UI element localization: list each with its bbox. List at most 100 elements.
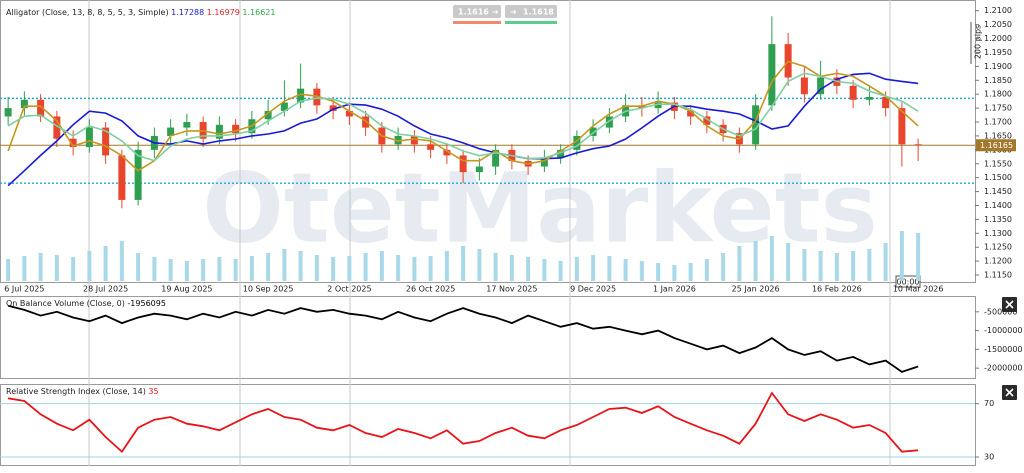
candle-body — [427, 144, 435, 150]
candle-body — [297, 88, 305, 103]
candle-body — [362, 116, 370, 128]
x-tick-label: 28 Jul 2025 — [83, 285, 128, 294]
candle-body — [410, 135, 418, 145]
y-tick-label: 1.2100 — [984, 6, 1012, 15]
candle-body — [280, 102, 288, 111]
y-tick-label: -500000 — [984, 307, 1017, 316]
y-tick-label: -2000000 — [984, 364, 1023, 373]
candle-body — [589, 127, 597, 136]
volume-bar — [217, 257, 222, 281]
x-tick-label: 6 Jul 2025 — [4, 285, 44, 294]
volume-bar — [899, 231, 904, 281]
volume-bar — [493, 253, 498, 281]
volume-bar — [591, 255, 596, 281]
volume-bar — [444, 251, 449, 281]
candle-body — [800, 77, 808, 95]
x-tick-label: 17 Nov 2025 — [486, 285, 537, 294]
close-obv[interactable] — [1002, 297, 1017, 312]
candle-body — [914, 144, 922, 146]
indicator-line — [7, 72, 919, 162]
indicator-title: On Balance Volume (Close, 0) — [6, 299, 125, 308]
volume-bar — [786, 243, 791, 281]
volume-bar — [704, 259, 709, 281]
bid-underline — [453, 21, 501, 24]
y-tick-label: 1.1700 — [984, 118, 1012, 127]
volume-bar — [737, 246, 742, 281]
indicator-line — [7, 72, 919, 187]
bid-arrow: ➜ — [492, 8, 499, 17]
close-icon — [1005, 388, 1014, 397]
candle-body — [573, 135, 581, 150]
close-icon — [1005, 300, 1014, 309]
y-tick-label: 1.1550 — [984, 159, 1012, 168]
x-tick-label: 9 Dec 2025 — [570, 285, 616, 294]
rsi-pane — [0, 384, 976, 466]
volume-bar — [119, 241, 124, 281]
legend-value: 1.17288 — [171, 8, 204, 17]
candle-body — [654, 102, 662, 109]
candle-body — [849, 85, 857, 100]
volume-bar — [331, 257, 336, 281]
volume-bar — [152, 257, 157, 281]
crosshair-time: 00:00 — [896, 278, 919, 287]
x-tick-label: 1 Jan 2026 — [653, 285, 696, 294]
candle-body — [703, 116, 711, 125]
bid-button[interactable] — [453, 5, 501, 18]
candle-body — [443, 149, 451, 156]
candle-body — [687, 110, 695, 117]
indicator-line — [7, 391, 919, 454]
ask-underline — [505, 21, 557, 24]
candle-body — [475, 166, 483, 173]
candle-body — [329, 105, 337, 111]
candle-body — [898, 108, 906, 145]
volume-bar — [363, 253, 368, 281]
y-tick-label: 1.1200 — [984, 257, 1012, 266]
volume-bar — [412, 257, 417, 281]
volume-bar — [22, 256, 27, 281]
candle-body — [817, 77, 825, 95]
pips-label: 200 pips — [974, 25, 983, 59]
candle-body — [605, 116, 613, 128]
volume-bar — [249, 256, 254, 281]
volume-bar — [6, 259, 11, 281]
y-tick-label: 1.1400 — [984, 201, 1012, 210]
volume-bar — [802, 249, 807, 281]
candle-body — [134, 149, 142, 200]
volume-bar — [883, 243, 888, 281]
volume-bar — [607, 256, 612, 281]
volume-bar — [314, 255, 319, 281]
candle-body — [37, 99, 45, 117]
ask-button[interactable] — [505, 5, 557, 18]
y-tick-label: 30 — [984, 453, 994, 462]
obv-pane — [0, 296, 976, 379]
candle-body — [85, 127, 93, 148]
candle-body — [53, 116, 61, 139]
volume-bar — [558, 261, 563, 281]
y-tick-label: 1.1850 — [984, 76, 1012, 85]
ask-price[interactable]: 1.1618 — [523, 8, 554, 17]
y-tick-label: 1.1300 — [984, 229, 1012, 238]
candle-body — [540, 158, 548, 167]
y-tick-label: 1.1800 — [984, 90, 1012, 99]
volume-bar — [574, 257, 579, 281]
y-tick-label: 1.1650 — [984, 131, 1012, 140]
candle-body — [69, 138, 77, 148]
y-tick-label: 1.1500 — [984, 173, 1012, 182]
volume-bar — [428, 256, 433, 281]
candle-body — [215, 124, 223, 139]
y-tick-label: 1.1250 — [984, 243, 1012, 252]
close-rsi[interactable] — [1002, 385, 1017, 400]
volume-bar — [168, 259, 173, 281]
y-tick-label: 1.1350 — [984, 215, 1012, 224]
volume-bar — [87, 251, 92, 281]
bid-price[interactable]: 1.1616 — [458, 8, 489, 17]
candle-body — [20, 99, 28, 109]
candle-body — [492, 149, 500, 167]
legend-value: 1.16621 — [242, 8, 275, 17]
volume-bar — [282, 249, 287, 281]
price-label: 1.16165 — [980, 141, 1013, 150]
volume-bar — [103, 246, 108, 281]
volume-bar — [639, 261, 644, 281]
indicator-title: Relative Strength Index (Close, 14) — [6, 387, 146, 396]
volume-bar — [656, 263, 661, 281]
